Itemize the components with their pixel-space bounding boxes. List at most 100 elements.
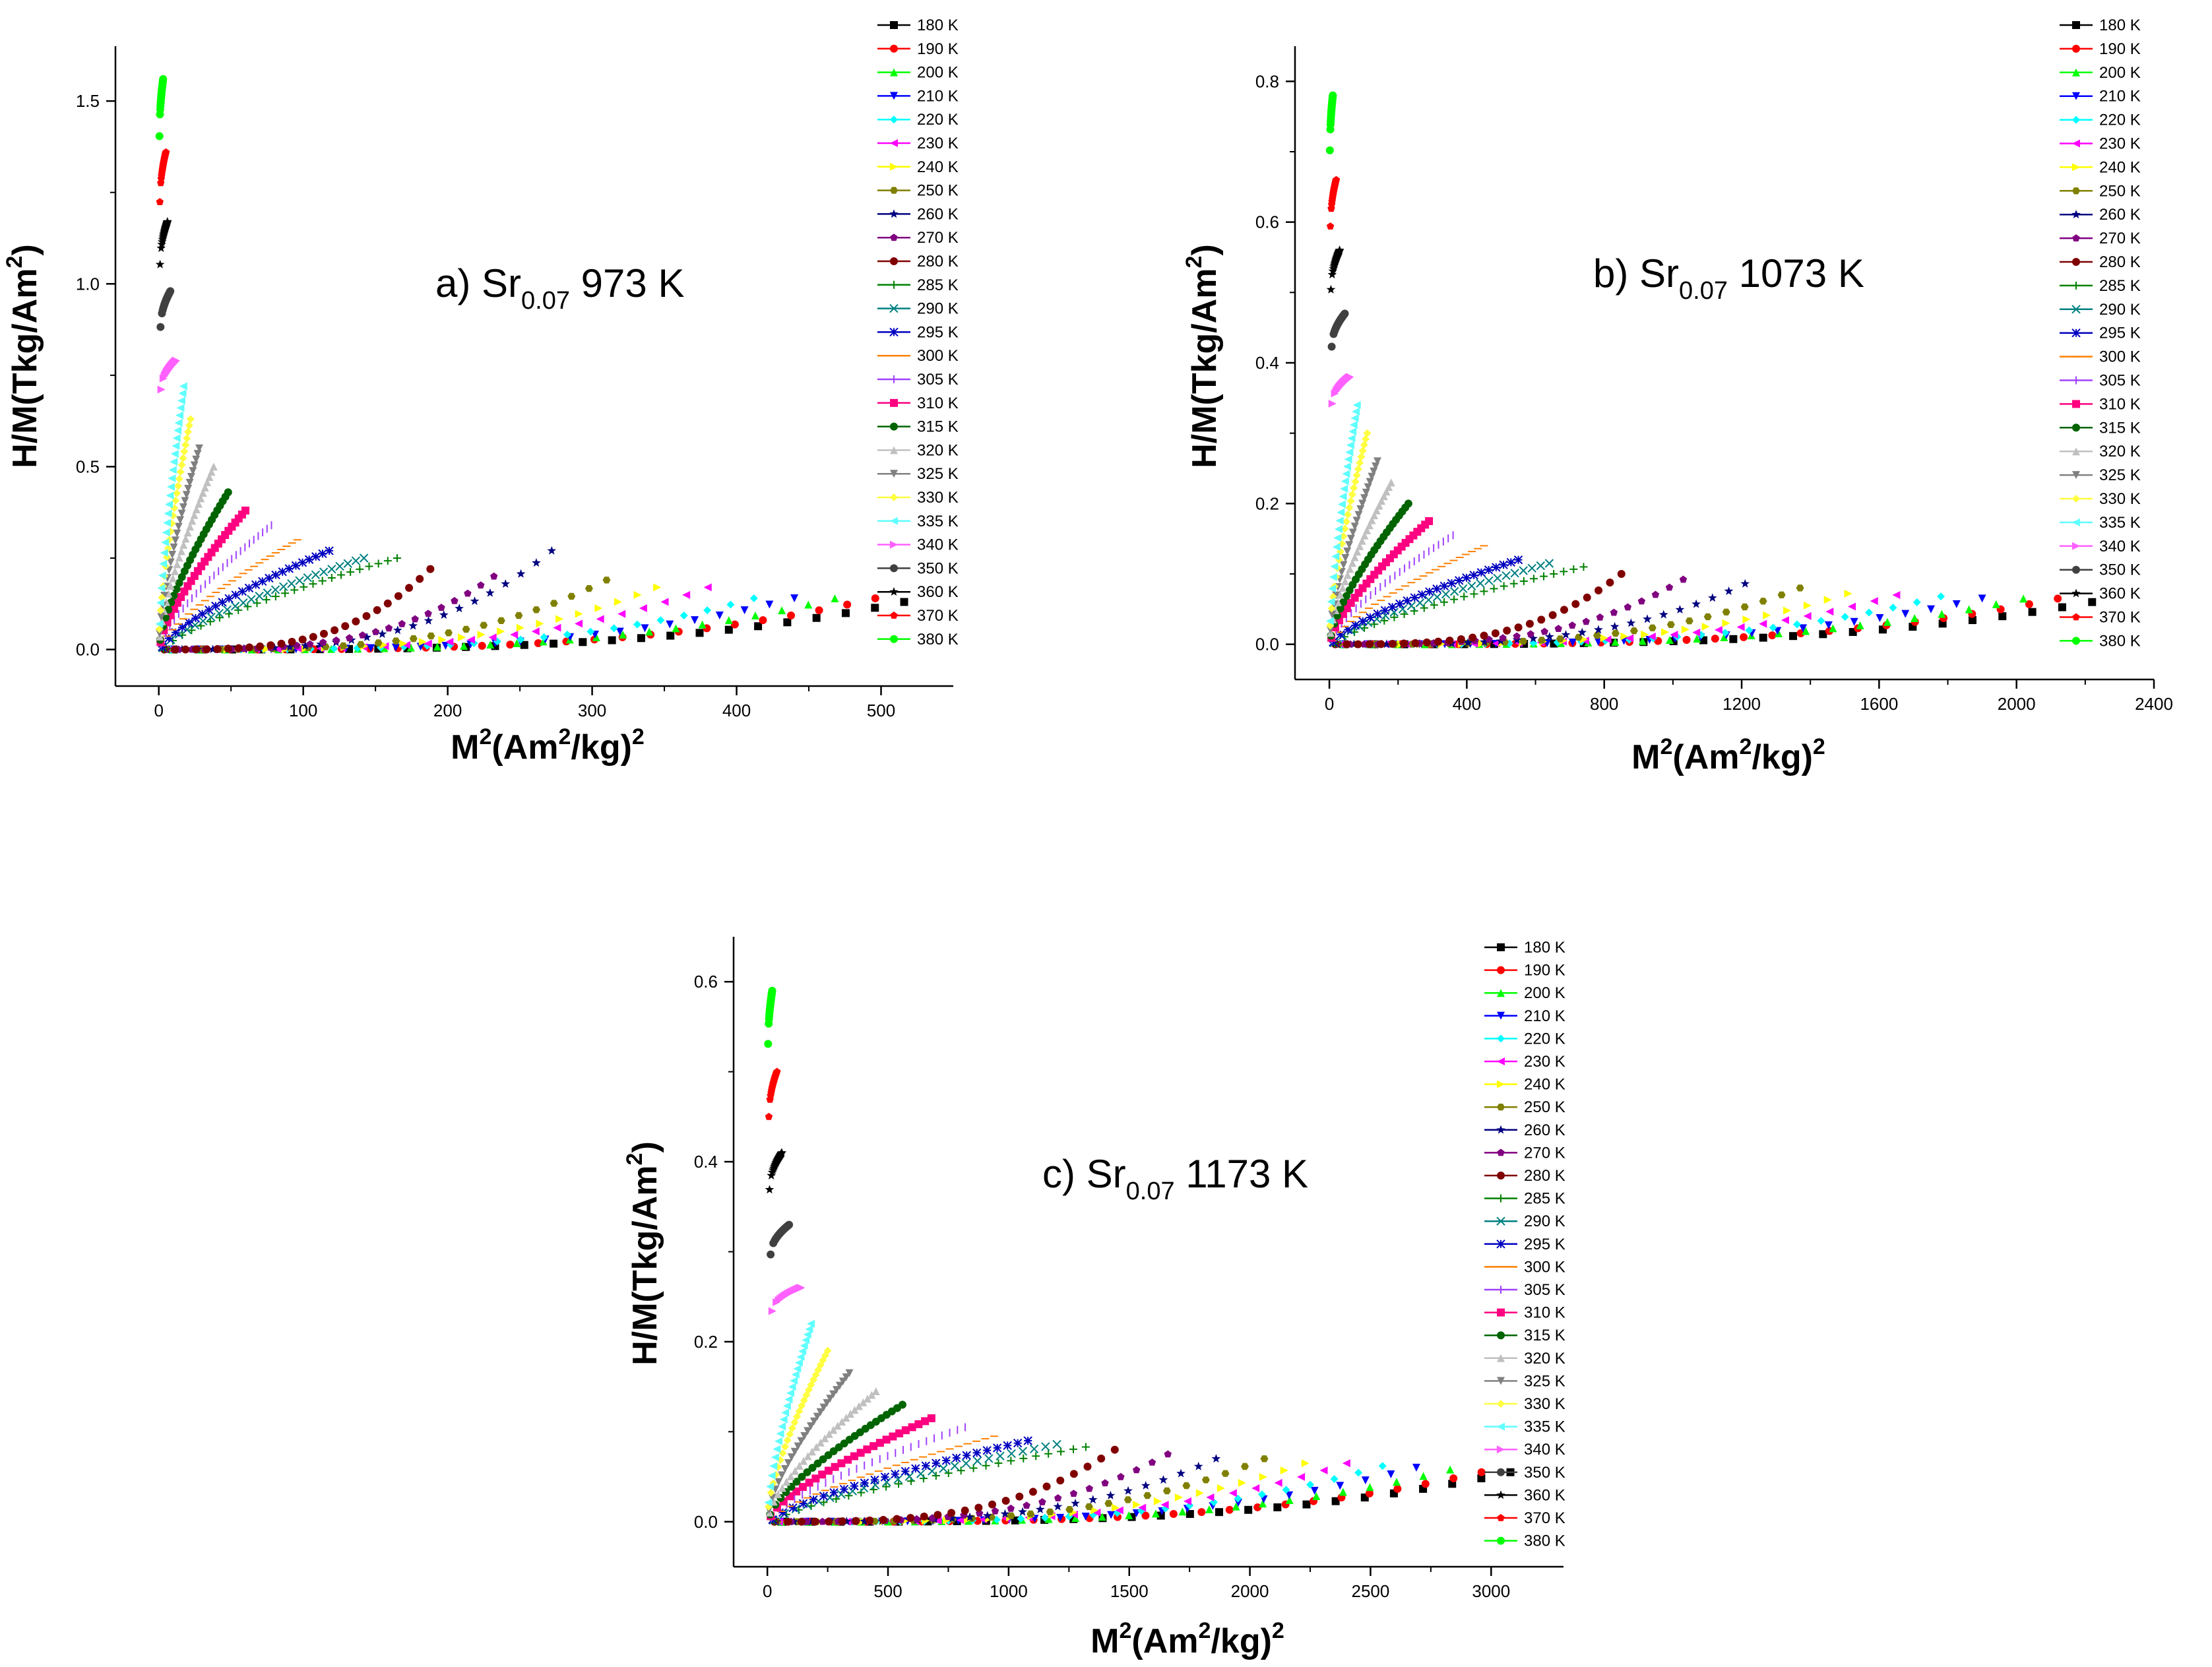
- series-310-K: [767, 1414, 935, 1521]
- data-point: [170, 449, 179, 458]
- data-point: [1342, 592, 1350, 600]
- legend-entry: 210 K: [1484, 1007, 1565, 1025]
- data-point: [812, 1443, 821, 1451]
- data-point: [1328, 399, 1337, 408]
- data-point: [1477, 1474, 1486, 1482]
- data-point: [1346, 565, 1354, 573]
- data-point: [179, 454, 187, 462]
- data-point: [1548, 611, 1557, 619]
- data-point: [166, 287, 175, 296]
- legend-entry: 350 K: [877, 559, 959, 577]
- data-point: [1053, 1501, 1063, 1511]
- data-point: [2054, 594, 2062, 603]
- data-point: [393, 625, 402, 635]
- data-point: [1593, 632, 1601, 639]
- data-point: [343, 559, 352, 568]
- data-point: [171, 645, 179, 654]
- data-point: [1081, 1512, 1090, 1521]
- data-point: [1023, 1501, 1030, 1509]
- data-point: [904, 1472, 914, 1481]
- data-point: [175, 553, 183, 562]
- data-point: [1018, 1447, 1028, 1456]
- data-point: [793, 1364, 802, 1373]
- legend-label: 285 K: [2099, 277, 2141, 295]
- data-point: [165, 500, 174, 509]
- data-point: [730, 620, 739, 629]
- data-point: [1301, 1459, 1310, 1468]
- data-point: [797, 1284, 806, 1292]
- data-point: [863, 1445, 871, 1454]
- data-point: [1480, 637, 1489, 646]
- legend-marker: [2072, 68, 2080, 77]
- data-point: [166, 527, 175, 536]
- y-axis-title: H/M(Tkg/Am2): [1182, 244, 1224, 468]
- data-point: [880, 1472, 890, 1482]
- data-point: [1141, 1480, 1151, 1490]
- data-point: [462, 625, 470, 633]
- legend-entry: 360 K: [877, 583, 959, 601]
- data-point: [416, 575, 424, 583]
- legend-marker: [1497, 1194, 1505, 1203]
- legend-marker: [1497, 1308, 1505, 1317]
- legend-label: 285 K: [917, 276, 959, 294]
- data-point: [1382, 488, 1391, 496]
- data-point: [1356, 542, 1364, 550]
- data-point: [786, 1430, 794, 1439]
- data-point: [318, 549, 327, 559]
- legend-entry: 325 K: [877, 465, 959, 483]
- data-point: [769, 1462, 778, 1470]
- legend-marker: [1496, 1216, 1505, 1226]
- data-point: [181, 497, 189, 505]
- data-point: [633, 620, 642, 629]
- data-point: [813, 1459, 822, 1468]
- legend-entry: 250 K: [2060, 182, 2141, 200]
- data-point: [234, 644, 243, 652]
- data-point: [1285, 1495, 1294, 1504]
- data-point: [1740, 633, 1748, 641]
- data-point: [224, 645, 232, 653]
- legend-label: 200 K: [1524, 984, 1565, 1002]
- legend-entry: 280 K: [1484, 1167, 1565, 1185]
- data-point: [1544, 559, 1554, 568]
- data-point: [209, 462, 218, 471]
- data-point: [243, 602, 252, 611]
- legend-label: 315 K: [917, 418, 959, 436]
- data-point: [162, 528, 170, 537]
- data-point: [357, 641, 365, 648]
- data-point: [1682, 636, 1691, 645]
- data-point: [1876, 613, 1884, 622]
- data-point: [1527, 563, 1536, 573]
- series-295-K: [1329, 555, 1523, 646]
- legend-entry: 230 K: [877, 135, 959, 152]
- legend-marker: [2072, 139, 2080, 148]
- data-point: [156, 243, 166, 252]
- data-point: [1450, 595, 1459, 604]
- data-point: [1178, 1507, 1187, 1516]
- data-point: [839, 1484, 849, 1494]
- legend-marker: [2072, 637, 2080, 645]
- data-point: [1611, 637, 1620, 646]
- data-point: [295, 645, 303, 653]
- data-point: [787, 1453, 796, 1462]
- data-point: [1937, 592, 1945, 601]
- legend-marker: [2072, 115, 2080, 124]
- data-point: [1643, 614, 1652, 623]
- data-point: [1332, 175, 1341, 183]
- data-point: [265, 573, 274, 583]
- data-point: [1540, 572, 1548, 581]
- data-point: [1417, 590, 1427, 600]
- data-point: [516, 569, 526, 578]
- data-point: [1046, 1508, 1054, 1515]
- data-point: [961, 1506, 969, 1515]
- data-point: [895, 1429, 904, 1437]
- data-point: [258, 577, 267, 586]
- legend-label: 360 K: [2099, 585, 2141, 603]
- data-point: [1038, 1498, 1046, 1505]
- data-point: [1722, 608, 1730, 615]
- data-point: [1013, 1438, 1023, 1448]
- data-point: [539, 637, 548, 646]
- legend-entry: 180 K: [2060, 16, 2141, 34]
- data-point: [445, 637, 454, 646]
- data-point: [1358, 536, 1366, 545]
- data-point: [1454, 576, 1464, 585]
